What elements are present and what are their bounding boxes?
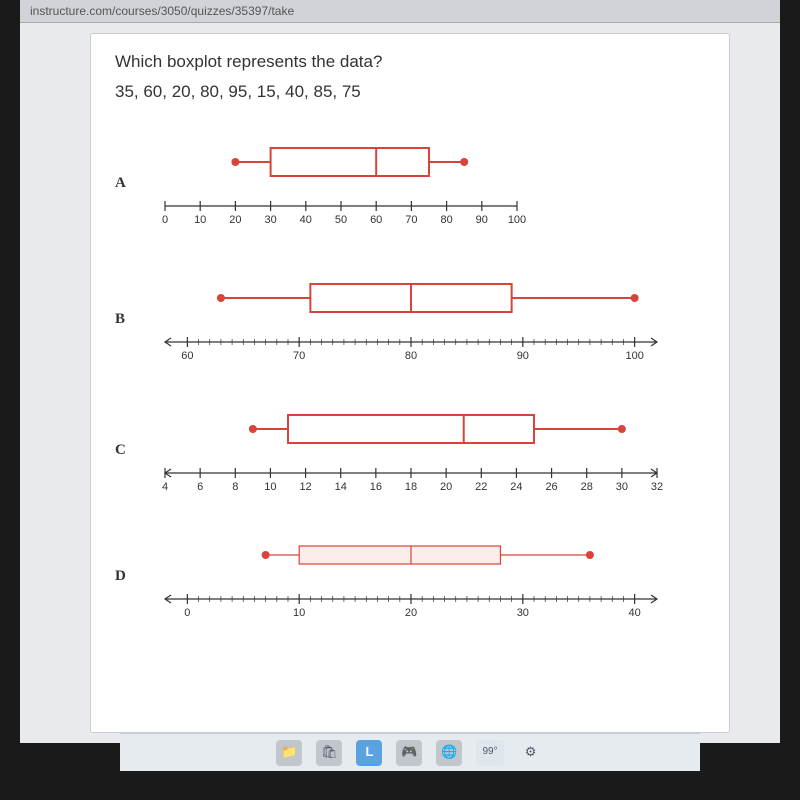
answer-option-D[interactable]: D 0 10 20 30 40 [115,516,701,636]
svg-text:4: 4 [162,481,168,493]
svg-text:40: 40 [629,607,641,619]
monitor-frame: instructure.com/courses/3050/quizzes/353… [0,0,800,800]
answer-option-C[interactable]: C 4 6 8 10 12 14 16 18 20 22 24 26 28 30 32 [115,390,701,510]
question-data: 35, 60, 20, 80, 95, 15, 40, 85, 75 [115,82,701,102]
svg-text:18: 18 [405,481,417,493]
taskbar-settings-icon[interactable]: ⚙ [518,740,544,766]
option-label: A [115,175,151,192]
taskbar-weather-icon[interactable]: 99° [476,740,503,766]
svg-text:20: 20 [405,607,417,619]
boxplot-container: 4 6 8 10 12 14 16 18 20 22 24 26 28 30 32 [151,395,701,505]
svg-text:8: 8 [232,481,238,493]
svg-text:40: 40 [300,214,312,226]
svg-text:80: 80 [405,350,417,362]
svg-text:10: 10 [293,607,305,619]
taskbar-edge-icon[interactable]: 🌐 [436,740,462,766]
answer-option-A[interactable]: A 0 10 20 30 40 50 60 70 80 90 100 [115,118,701,248]
svg-text:0: 0 [162,214,168,226]
svg-text:90: 90 [476,214,488,226]
svg-text:80: 80 [440,214,452,226]
url-text: instructure.com/courses/3050/quizzes/353… [30,4,294,18]
svg-text:10: 10 [194,214,206,226]
svg-text:12: 12 [299,481,311,493]
svg-text:16: 16 [370,481,382,493]
boxplot-container: 0 10 20 30 40 50 60 70 80 90 100 [151,128,701,238]
boxplot-A: 0 10 20 30 40 50 60 70 80 90 100 [151,128,531,238]
svg-text:100: 100 [508,214,526,226]
taskbar-app-icon[interactable]: L [356,740,382,766]
svg-text:30: 30 [517,607,529,619]
svg-text:20: 20 [229,214,241,226]
boxplot-D: 0 10 20 30 40 [151,521,671,631]
option-label: B [115,311,151,328]
svg-text:100: 100 [625,350,643,362]
svg-text:28: 28 [581,481,593,493]
svg-text:22: 22 [475,481,487,493]
browser-address-bar[interactable]: instructure.com/courses/3050/quizzes/353… [20,0,780,23]
svg-text:30: 30 [616,481,628,493]
taskbar-store-icon[interactable]: 🛍 [316,740,342,766]
svg-text:60: 60 [370,214,382,226]
svg-text:10: 10 [264,481,276,493]
boxplot-B: 60 70 80 90 100 [151,264,671,374]
taskbar-game-icon[interactable]: 🎮 [396,740,422,766]
svg-text:24: 24 [510,481,522,493]
svg-text:50: 50 [335,214,347,226]
taskbar-file-explorer-icon[interactable]: 📁 [276,740,302,766]
windows-taskbar[interactable]: 📁 🛍 L 🎮 🌐 99° ⚙ [120,733,700,771]
svg-text:60: 60 [181,350,193,362]
svg-text:26: 26 [545,481,557,493]
svg-text:0: 0 [184,607,190,619]
svg-text:30: 30 [264,214,276,226]
svg-text:70: 70 [293,350,305,362]
svg-text:6: 6 [197,481,203,493]
option-label: C [115,442,151,459]
page-content: Which boxplot represents the data? 35, 6… [20,23,780,743]
quiz-question-card: Which boxplot represents the data? 35, 6… [90,33,730,733]
svg-text:20: 20 [440,481,452,493]
boxplot-container: 0 10 20 30 40 [151,521,701,631]
svg-text:70: 70 [405,214,417,226]
svg-text:90: 90 [517,350,529,362]
boxplot-C: 4 6 8 10 12 14 16 18 20 22 24 26 28 30 32 [151,395,671,505]
question-prompt: Which boxplot represents the data? [115,52,701,72]
option-label: D [115,568,151,585]
svg-text:32: 32 [651,481,663,493]
answer-option-B[interactable]: B 60 70 80 90 100 [115,254,701,384]
boxplot-container: 60 70 80 90 100 [151,264,701,374]
svg-text:14: 14 [335,481,347,493]
